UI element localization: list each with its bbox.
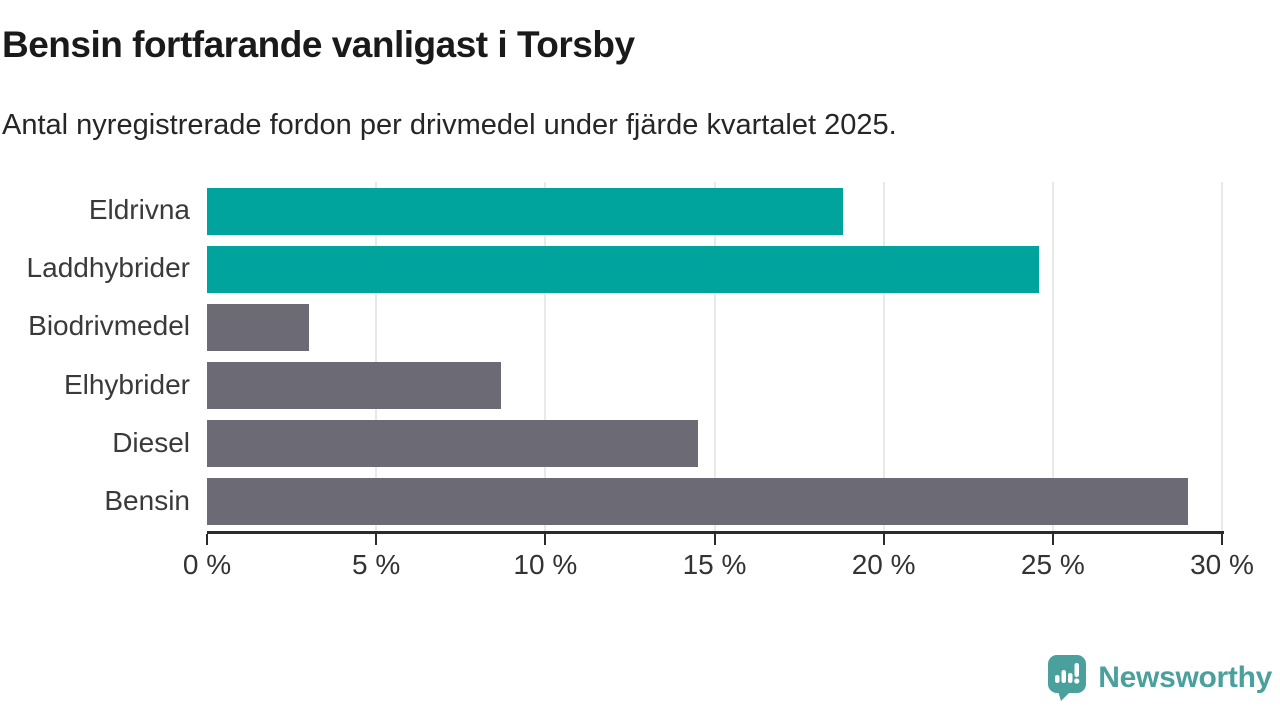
gridline-15: [713, 182, 716, 531]
newsworthy-brand: Newsworthy: [1047, 654, 1272, 702]
chart-subtitle: Antal nyregistrerade fordon per drivmede…: [2, 109, 897, 141]
gridline-20: [882, 182, 885, 531]
newsworthy-logo-icon: [1048, 655, 1087, 701]
gridline-30: [1221, 182, 1223, 531]
category-label-biodrivmedel: Biodrivmedel: [28, 310, 190, 342]
category-label-laddhybrider: Laddhybrider: [26, 252, 190, 284]
x-axis-tick-20: [882, 534, 885, 545]
x-axis-tick-label-30: 30 %: [1190, 549, 1254, 580]
x-axis-tick-30: [1221, 534, 1223, 545]
category-label-eldrivna: Eldrivna: [88, 194, 190, 226]
x-axis-tick-25: [1051, 534, 1054, 545]
category-label-bensin: Bensin: [104, 484, 190, 516]
bar-eldrivna: [207, 187, 844, 235]
x-axis-tick-label-0: 0 %: [182, 549, 232, 580]
category-label-elhybrider: Elhybrider: [63, 368, 190, 400]
chart-title: Bensin fortfarande vanligast i Torsby: [2, 24, 635, 65]
bar-chart-plot-area: Eldrivna Laddhybrider Biodrivmedel Elhybrid…: [26, 182, 1254, 580]
x-axis-tick-label-15: 15 %: [682, 549, 747, 580]
x-axis-tick-10: [544, 534, 547, 545]
bar-elhybrider: [207, 362, 502, 410]
bar-laddhybrider: [207, 245, 1040, 293]
x-axis-tick-label-10: 10 %: [513, 549, 578, 580]
x-axis-line: [207, 531, 1224, 534]
x-axis-tick-label-5: 5 %: [352, 549, 401, 580]
category-label-diesel: Diesel: [112, 426, 190, 458]
gridline-5: [375, 182, 378, 531]
x-axis-tick-5: [375, 534, 378, 545]
newsworthy-wordmark: Newsworthy: [1098, 661, 1272, 694]
x-axis-tick-label-20: 20 %: [851, 549, 916, 580]
bar-biodrivmedel: [207, 303, 309, 351]
x-axis-tick-label-25: 25 %: [1020, 549, 1085, 580]
gridline-25: [1051, 182, 1054, 531]
bar-bensin: [207, 478, 1189, 526]
x-axis-tick-0: [206, 534, 208, 545]
bar-diesel: [207, 420, 698, 468]
x-axis-tick-15: [713, 534, 716, 545]
gridline-10: [544, 182, 547, 531]
